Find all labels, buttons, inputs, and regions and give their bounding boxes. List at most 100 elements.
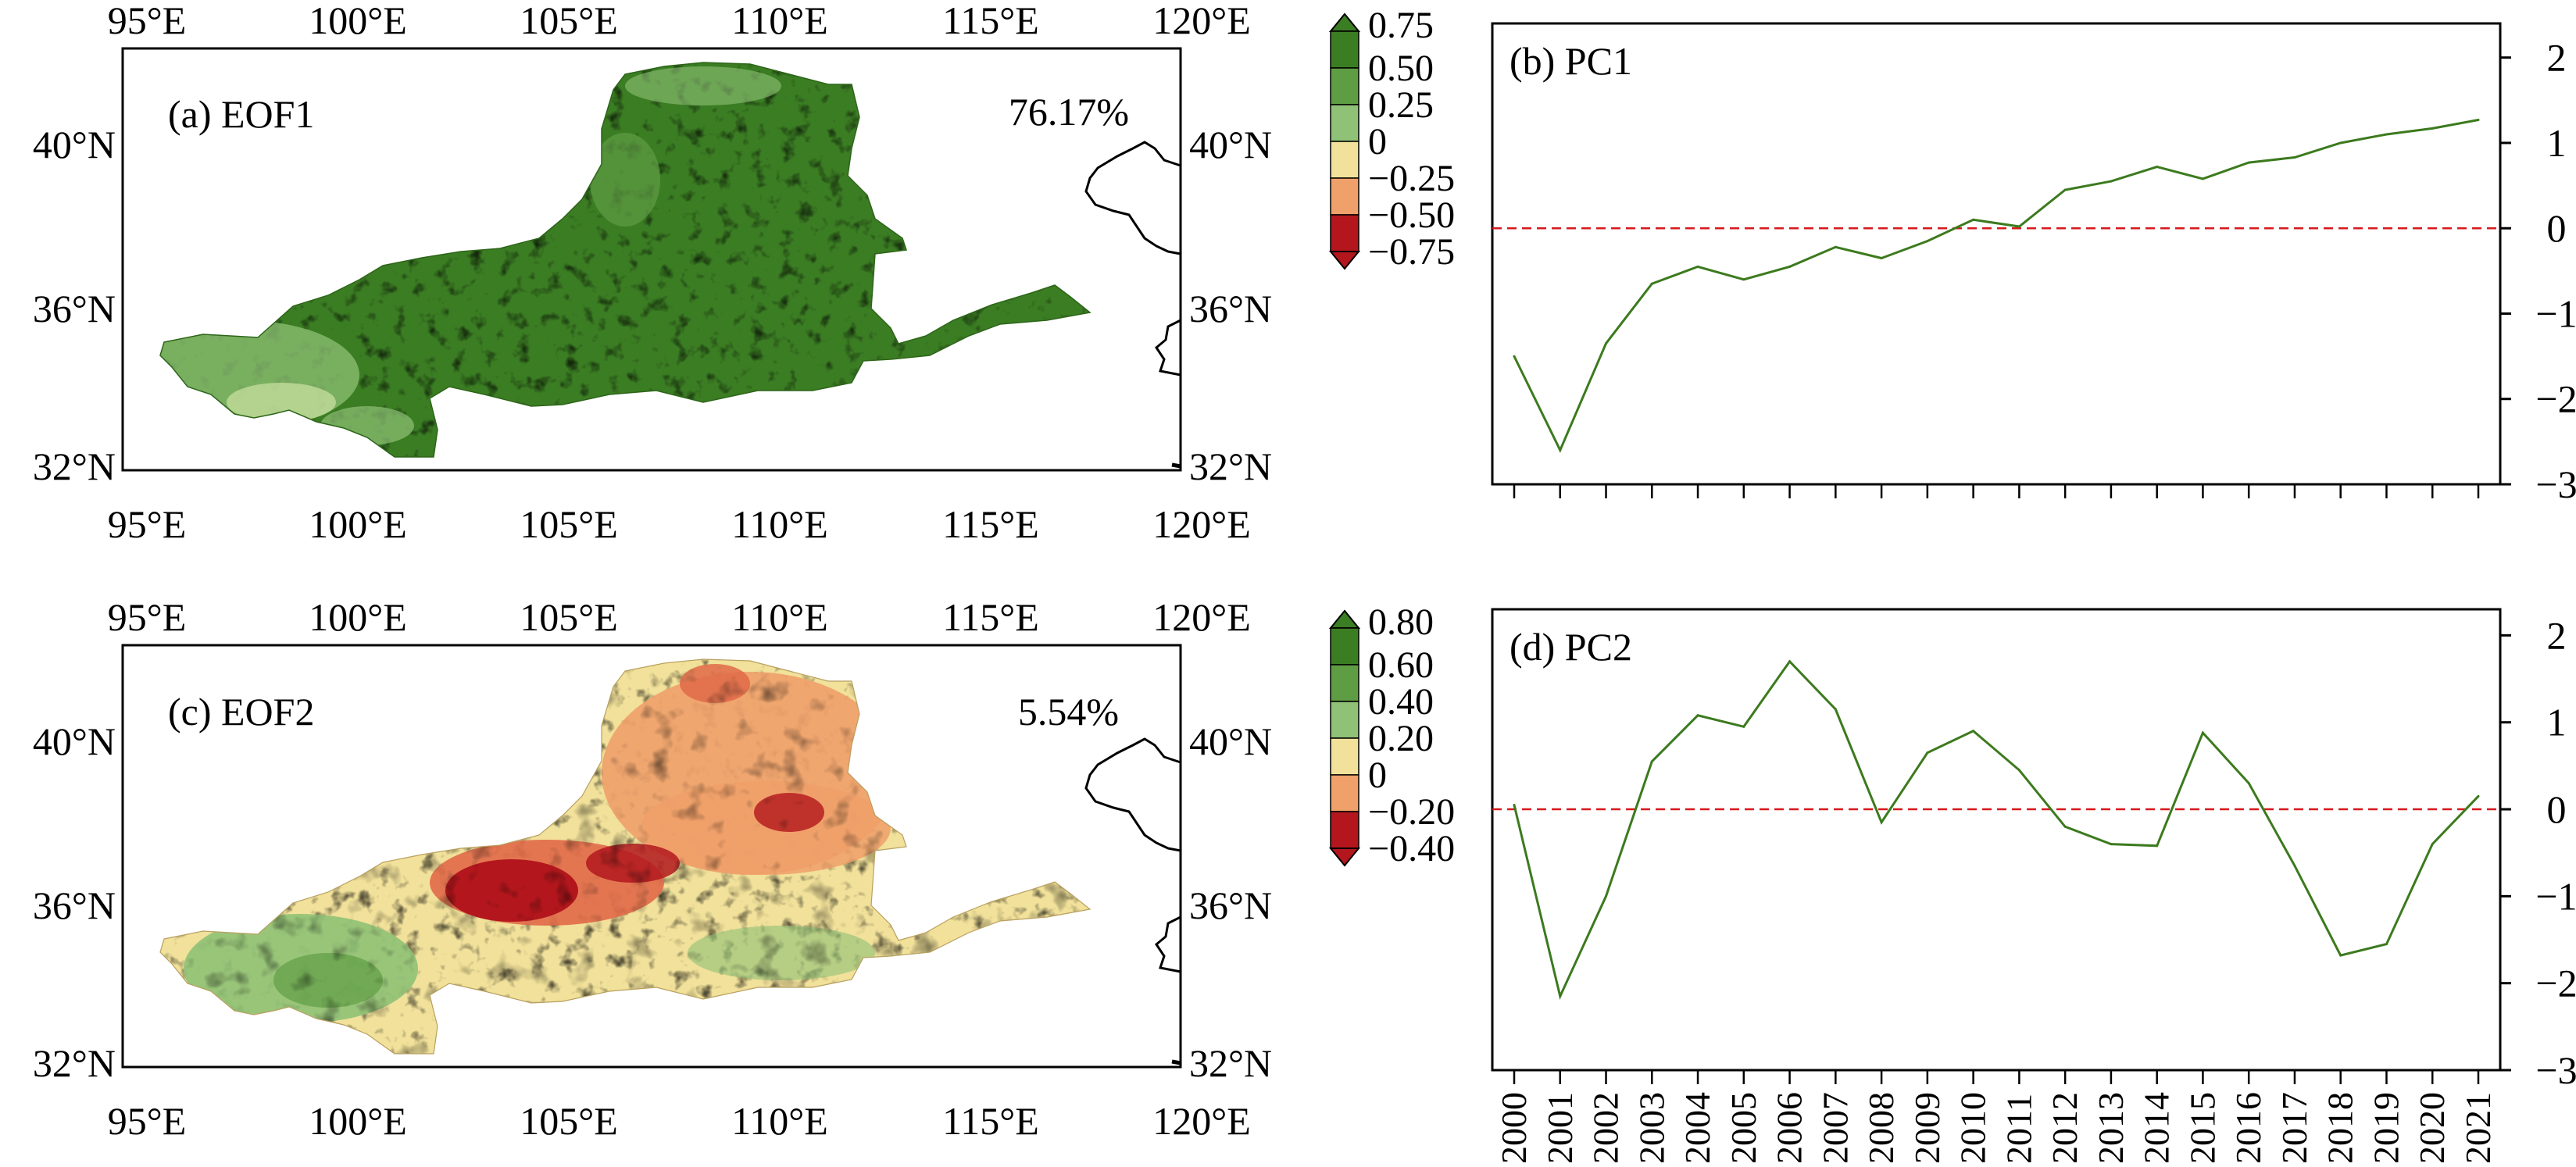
colorbar-tick-label: 0.60 (1368, 644, 1434, 686)
x-tick-label: 2019 (2366, 1092, 2406, 1164)
x-tick-label: 2009 (1907, 1092, 1947, 1164)
lon-tick: 100°E (309, 0, 407, 42)
data-point (2063, 825, 2067, 828)
x-tick-label: 2020 (2412, 1092, 2452, 1164)
lat-ticks-right: 32°N 36°N 40°N (1189, 123, 1272, 488)
lon-tick: 100°E (309, 502, 407, 546)
data-point (2431, 843, 2434, 846)
colorbar-tick-label: 0 (1368, 121, 1387, 162)
panel-label: (a) EOF1 (168, 92, 314, 136)
chart-pc2: (d) PC2 2 1 0 −1 −2 −3 2000 2001 2002 2003 2004 2005… (1491, 608, 2576, 1164)
lon-tick: 105°E (520, 0, 618, 42)
colorbar-segment (1330, 627, 1359, 666)
colorbar-segment (1330, 214, 1359, 252)
chart-pc1: (b) PC1 2 1 0 −1 −2 −3 (1491, 22, 2576, 506)
colorbar-tick-label: 0.80 (1368, 601, 1434, 643)
colorbar-extend-top (1328, 609, 1361, 629)
data-point (1513, 803, 1516, 806)
y-tick-label: −3 (2535, 1048, 2576, 1092)
data-point (2063, 188, 2067, 191)
data-point (1972, 218, 1975, 221)
data-point (2293, 156, 2296, 159)
plot-frame (1491, 22, 2502, 486)
data-point (2293, 864, 2296, 867)
x-tick-label: 2021 (2458, 1092, 2498, 1164)
x-tick-label: 2003 (1631, 1092, 1671, 1164)
lat-tick: 36°N (33, 287, 116, 330)
colorbar-tick-label: 0.25 (1368, 84, 1434, 126)
lon-ticks-bottom: 95°E 100°E 105°E 110°E 115°E 120°E (108, 1099, 1251, 1143)
y-tick-label: 1 (2547, 121, 2567, 165)
x-tick-label: 2005 (1724, 1092, 1763, 1164)
x-tick-label: 2004 (1677, 1092, 1717, 1164)
data-point (1880, 256, 1883, 259)
x-tick-label: 2013 (2091, 1092, 2131, 1164)
colorbar-segment (1330, 177, 1359, 216)
panel-label: (c) EOF2 (168, 690, 314, 733)
colorbar-tick-label: −0.40 (1368, 828, 1455, 869)
lon-tick: 115°E (942, 502, 1039, 546)
data-point (1559, 448, 1562, 451)
chart-title: (b) PC1 (1510, 39, 1632, 83)
lon-tick: 100°E (309, 1099, 407, 1143)
colorbar-tick-label: 0.75 (1368, 5, 1434, 46)
data-point (1926, 751, 1929, 755)
x-tick-label: 2010 (1953, 1092, 1993, 1164)
x-tick-label: 2018 (2321, 1092, 2360, 1164)
coastline (1155, 915, 1181, 973)
lon-ticks-bottom: 95°E 100°E 105°E 110°E 115°E 120°E (108, 502, 1251, 546)
coastline (1084, 737, 1181, 852)
lon-ticks-top: 95°E 100°E 105°E 110°E 115°E 120°E (108, 595, 1251, 639)
data-point (1605, 894, 1608, 898)
lat-tick: 40°N (33, 123, 116, 166)
y-tick-label: 0 (2547, 206, 2567, 250)
lon-tick: 110°E (731, 502, 828, 546)
colorbar-tick-label: 0.50 (1368, 48, 1434, 89)
x-tick-label: 2001 (1540, 1092, 1580, 1164)
data-point (1559, 994, 1562, 997)
data-point (2247, 782, 2250, 785)
lon-tick: 100°E (309, 595, 407, 639)
lat-tick: 40°N (1189, 719, 1272, 763)
lon-tick: 110°E (731, 595, 828, 639)
data-point (2477, 118, 2480, 121)
y-tick-label: 2 (2547, 36, 2567, 80)
lon-tick: 115°E (942, 0, 1039, 42)
colorbar-segment (1330, 104, 1359, 142)
data-point (1788, 660, 1792, 663)
data-point (2201, 731, 2204, 734)
x-tick-label: 2000 (1494, 1092, 1534, 1164)
lat-tick: 32°N (1189, 1041, 1272, 1085)
colorbar-tick-label: −0.75 (1368, 231, 1455, 273)
lon-tick: 105°E (520, 1099, 618, 1143)
y-tick-label: −1 (2535, 291, 2576, 335)
data-point (2017, 769, 2020, 772)
data-point (1834, 708, 1837, 711)
data-point (2385, 133, 2388, 136)
data-point (1880, 821, 1883, 824)
lat-ticks-left: 32°N 36°N 40°N (33, 123, 116, 488)
map-eof1: (a) EOF1 76.17% 95°E 100°E 105°E 110°E 1… (33, 0, 1455, 546)
y-tick-label: −2 (2535, 377, 2576, 421)
colorbar-segment (1330, 737, 1359, 776)
colorbar-extend-bottom (1328, 848, 1361, 867)
data-point (1972, 730, 1975, 733)
lat-tick: 36°N (33, 883, 116, 927)
data-point (2385, 943, 2388, 946)
data-point (1605, 342, 1608, 345)
colorbar-tick-label: 0.20 (1368, 718, 1434, 759)
colorbar-segment (1330, 141, 1359, 179)
coastline (1084, 141, 1181, 255)
data-point (1513, 355, 1516, 358)
colorbar-segment (1330, 811, 1359, 849)
lon-tick: 105°E (520, 502, 618, 546)
data-point (2156, 844, 2159, 848)
colorbar-eof1: 0.750.500.250−0.25−0.50−0.75 (1328, 5, 1455, 273)
lat-ticks-right: 32°N 36°N 40°N (1189, 719, 1272, 1085)
x-tick-label: 2017 (2274, 1092, 2314, 1164)
colorbar-extend-top (1328, 12, 1361, 32)
data-point (1834, 245, 1837, 248)
lon-tick: 110°E (731, 1099, 828, 1143)
colorbar-extend-bottom (1328, 251, 1361, 270)
